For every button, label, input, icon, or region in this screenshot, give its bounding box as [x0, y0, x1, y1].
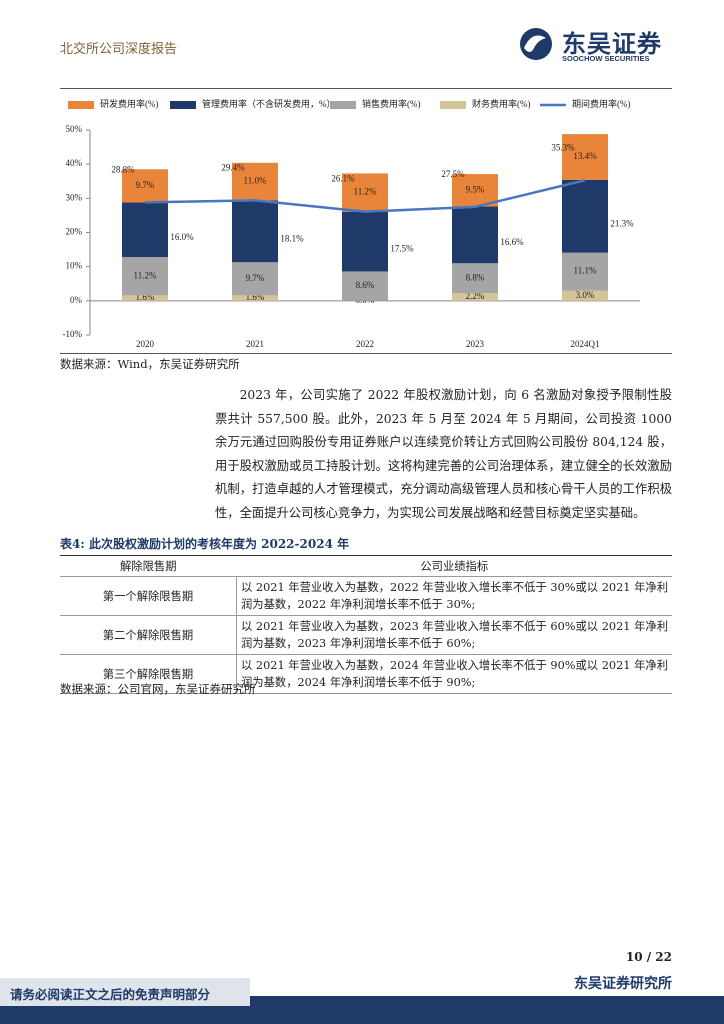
x-tick-label: 2021 [246, 339, 264, 349]
data-label: 1.6% [246, 292, 265, 302]
line [144, 179, 586, 213]
bar-segment [122, 169, 168, 203]
y-tick-label: 40% [66, 158, 83, 168]
legend-label: 销售费用率(%) [362, 98, 421, 109]
legend-swatch [170, 101, 196, 109]
data-label: 17.5% [390, 244, 414, 254]
table-header: 解除限售期 公司业绩指标 [60, 555, 672, 577]
x-tick-label: 2020 [136, 339, 155, 349]
bar-segment [342, 211, 388, 272]
cell: 第二个解除限售期 [60, 615, 237, 655]
bar-segment [562, 134, 608, 180]
data-label: 11.2% [134, 270, 157, 280]
cell: 第一个解除限售期 [60, 576, 237, 616]
data-label: 11.2% [354, 187, 377, 197]
bar-segment [122, 257, 168, 296]
y-tick-label: 30% [66, 192, 83, 202]
data-label: 16.6% [500, 237, 524, 247]
x-tick-label: 2022 [356, 339, 374, 349]
cell: 以 2021 年营业收入为基数，2023 年营业收入增长率不低于 60%或以 2… [236, 615, 672, 655]
cell: 以 2021 年营业收入为基数，2024 年营业收入增长率不低于 90%或以 2… [236, 654, 672, 694]
data-label: 3.0% [576, 290, 595, 300]
x-tick-label: 2023 [466, 339, 485, 349]
bar-segment [232, 262, 278, 296]
y-tick-label: 50% [66, 124, 83, 134]
cell: 以 2021 年营业收入为基数，2022 年营业收入增长率不低于 30%或以 2… [236, 576, 672, 616]
bar-segment [232, 200, 278, 263]
line-label: 29.4% [221, 162, 245, 172]
legend-swatch [68, 101, 94, 109]
line-label: 27.5% [441, 169, 465, 179]
data-label: 11.1% [574, 266, 597, 276]
report-type: 北交所公司深度报告 [60, 42, 178, 57]
line-label: 28.8% [111, 164, 135, 174]
disclaimer: 请务必阅读正文之后的免责声明部分 [10, 987, 211, 1002]
logo-text: 东吴证券 [562, 29, 662, 58]
chart-source: 数据来源：Wind，东吴证券研究所 [60, 357, 240, 371]
y-tick-label: 10% [66, 261, 83, 271]
page-number: 10 / 22 [625, 950, 672, 964]
legend-swatch [330, 101, 356, 109]
data-label: 2.2% [466, 291, 485, 301]
chart: -10% 0% 10% 20% 30% 40% 50% 研发费用率(%) 管理费用率（不含研发费… [63, 98, 640, 349]
data-label: 8.6% [356, 280, 375, 290]
data-label: 8.8% [466, 272, 485, 282]
x-tick-label: 2024Q1 [571, 339, 600, 349]
table-row: 第二个解除限售期以 2021 年营业收入为基数，2023 年营业收入增长率不低于… [60, 615, 672, 655]
data-label: 1.6% [136, 292, 155, 302]
chart-bottom-rule [60, 353, 672, 354]
legend-label: 期间费用率(%) [572, 98, 631, 109]
cell: 第三个解除限售期 [60, 654, 237, 694]
bar-segment [562, 179, 608, 253]
legend-label: 管理费用率（不含研发费用，%） [202, 98, 336, 109]
table-row: 第一个解除限售期以 2021 年营业收入为基数，2022 年营业收入增长率不低于… [60, 576, 672, 616]
bar-segment [122, 202, 168, 258]
bar-segment [232, 162, 278, 201]
header-cell: 公司业绩指标 [236, 555, 672, 577]
bar-segment [452, 206, 498, 264]
bar-segment [122, 295, 168, 301]
disclaimer-box [0, 978, 250, 1006]
bar-segment [562, 290, 608, 301]
legend-label: 研发费用率(%) [100, 98, 159, 109]
line-label: 35.3% [551, 142, 575, 152]
header-cell: 解除限售期 [60, 555, 237, 577]
legend-swatch [440, 101, 466, 109]
data-label: 13.4% [573, 151, 597, 161]
y-tick-label: -10% [63, 329, 83, 339]
y-tick-label: 0% [70, 295, 83, 305]
bar-segment [452, 174, 498, 207]
data-label: 21.3% [610, 218, 634, 228]
data-label: 9.7% [246, 273, 265, 283]
table-caption: 表4: 此次股权激励计划的考核年度为 2022-2024 年 [60, 537, 350, 551]
data-label: 11.0% [244, 176, 267, 186]
table-source: 数据来源：公司官网，东吴证券研究所 [60, 682, 256, 696]
data-label: 16.0% [170, 232, 194, 242]
bar-segment [452, 293, 498, 301]
chart-top-rule [60, 88, 672, 89]
data-label: 9.5% [466, 184, 485, 194]
table: 解除限售期 公司业绩指标 第一个解除限售期以 2021 年营业收入为基数，2022… [60, 555, 672, 694]
logo-mark [520, 28, 552, 60]
table-row: 第三个解除限售期以 2021 年营业收入为基数，2024 年营业收入增长率不低于… [60, 654, 672, 694]
data-label: 18.1% [280, 233, 304, 243]
bar-segment [562, 252, 608, 291]
y-tick-label: 20% [66, 227, 83, 237]
bar-segment [232, 295, 278, 301]
body-text: 2023 年，公司实施了 2022 年股权激励计划，向 6 名激励对象授予限制性… [215, 388, 672, 520]
legend-label: 财务费用率(%) [472, 98, 531, 109]
logo-en: SOOCHOW SECURITIES [562, 54, 650, 63]
data-label: 9.7% [136, 180, 155, 190]
bar-segment [342, 173, 388, 212]
logo-swirl [524, 35, 546, 52]
line-label: 26.1% [331, 174, 355, 184]
bar-segment [452, 263, 498, 294]
footer-org: 东吴证券研究所 [574, 976, 672, 992]
bar-segment [342, 271, 388, 301]
